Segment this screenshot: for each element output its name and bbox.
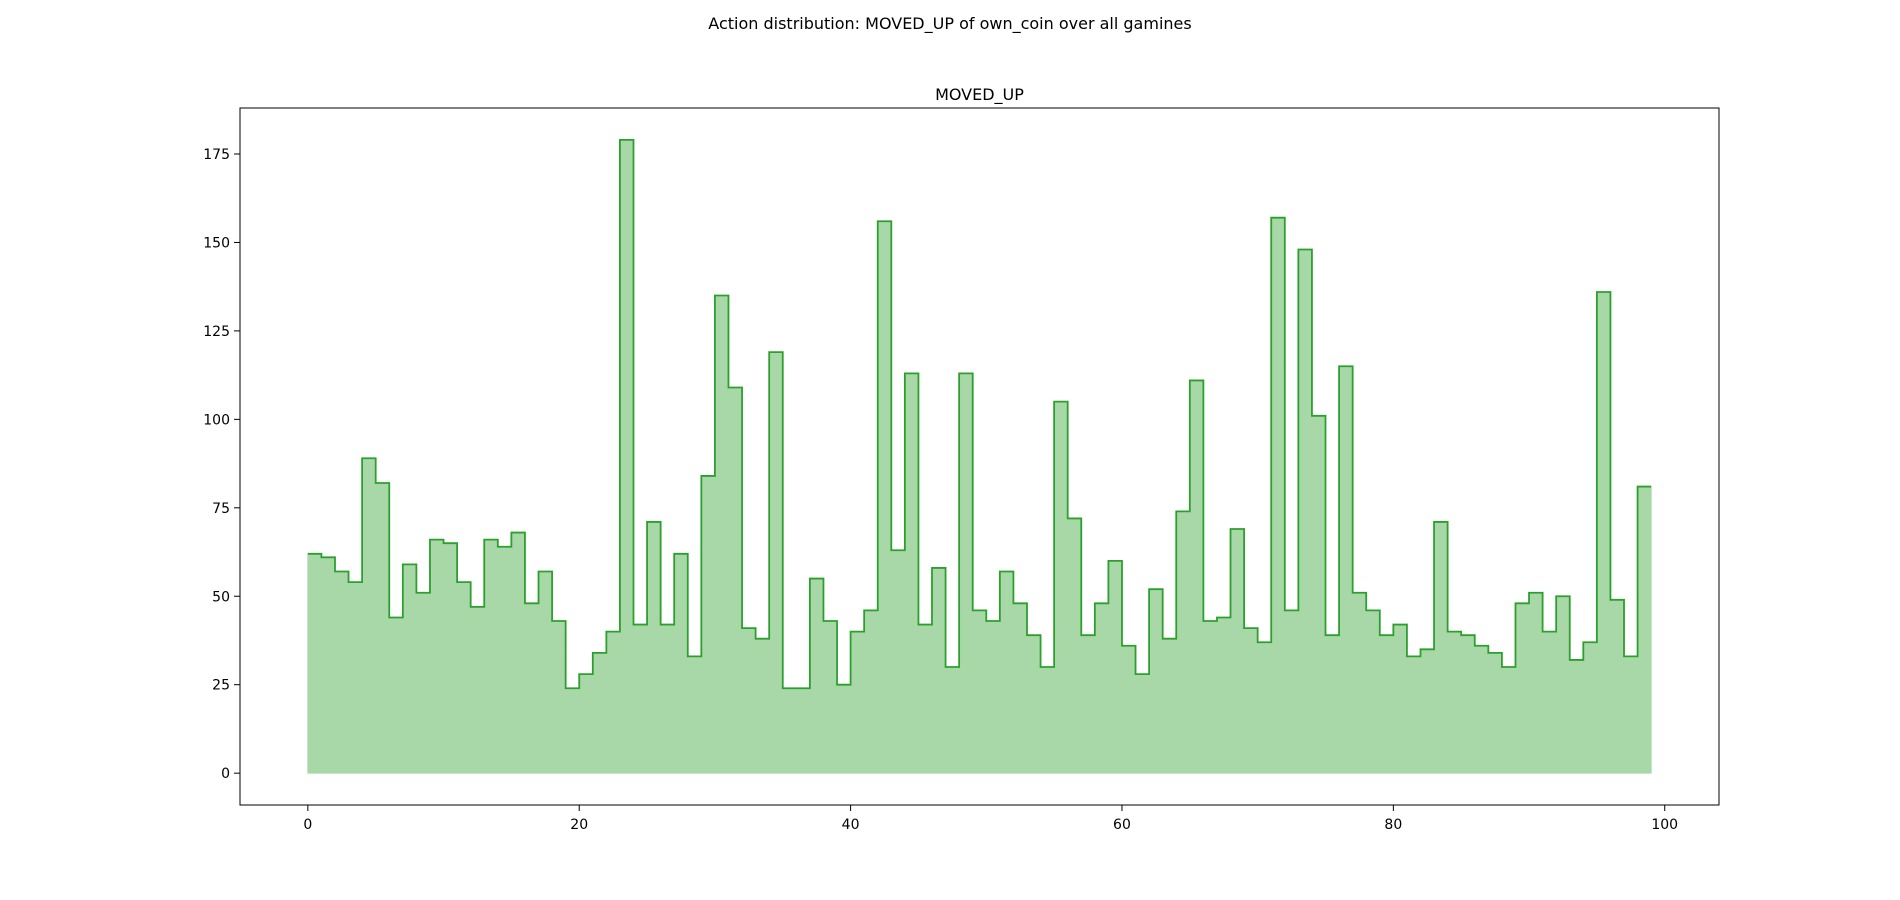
x-tick-label: 40 (842, 817, 860, 833)
x-tick-label: 80 (1384, 817, 1402, 833)
y-tick-label: 175 (203, 147, 230, 163)
axes-title: MOVED_UP (935, 85, 1024, 105)
y-tick-label: 25 (212, 678, 230, 694)
y-tick-label: 50 (212, 589, 230, 605)
y-tick-label: 150 (203, 235, 230, 251)
x-tick-label: 100 (1651, 817, 1678, 833)
plot-area (307, 138, 1652, 774)
x-tick-label: 60 (1113, 817, 1131, 833)
area-fill (307, 139, 1652, 774)
y-tick-label: 75 (212, 501, 230, 517)
figure-suptitle: Action distribution: MOVED_UP of own_coi… (708, 14, 1192, 33)
x-axis: 0 20 40 60 80 100 (303, 805, 1678, 833)
y-tick-label: 125 (203, 324, 230, 340)
x-tick-label: 0 (303, 817, 312, 833)
x-tick-label: 20 (570, 817, 588, 833)
series-step-line (307, 138, 1652, 690)
axes-frame (239, 107, 1720, 806)
y-tick-label: 100 (203, 412, 230, 428)
y-axis: 0 25 50 75 100 125 150 175 (203, 147, 240, 782)
y-tick-label: 0 (221, 766, 230, 782)
